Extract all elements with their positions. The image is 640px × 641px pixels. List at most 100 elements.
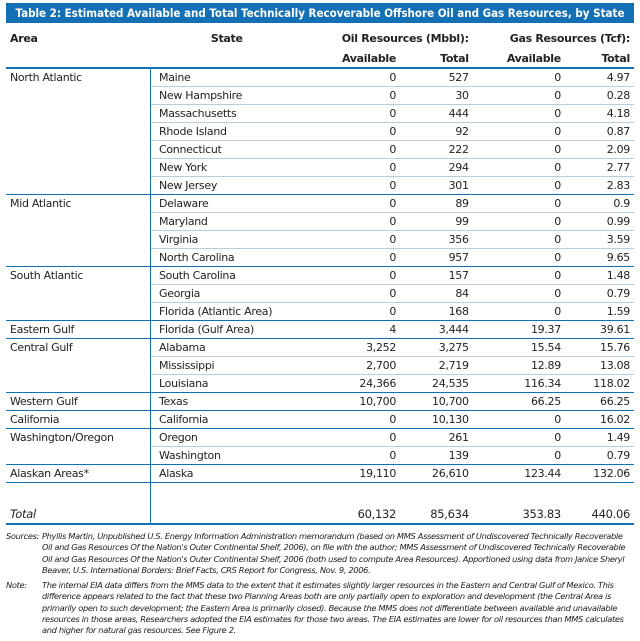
gas-total-cell: 2.09 <box>564 140 634 159</box>
state-cell: Florida (Atlantic Area) <box>150 302 303 321</box>
gas-avail-cell: 0 <box>472 86 565 105</box>
table-row: Connecticut 0 222 0 2.09 <box>6 140 634 159</box>
oil-total-cell: 24,535 <box>400 374 473 393</box>
oil-total-cell: 92 <box>400 122 473 141</box>
oil-total-cell: 957 <box>400 248 473 267</box>
gas-avail-cell: 0 <box>472 140 565 159</box>
oil-avail-cell: 0 <box>303 67 401 87</box>
gas-total-cell: 1.59 <box>564 302 634 321</box>
oil-total-cell: 89 <box>400 194 473 213</box>
oil-total-cell: 3,275 <box>400 338 473 357</box>
state-cell: Alabama <box>150 338 303 357</box>
area-cell: South Atlantic <box>6 266 151 285</box>
oil-total-cell: 222 <box>400 140 473 159</box>
gas-total-cell: 118.02 <box>564 374 634 393</box>
state-cell: New Hampshire <box>150 86 303 105</box>
gas-total-cell: 0.99 <box>564 212 634 231</box>
gas-total-cell: 0.9 <box>564 194 634 213</box>
header-gas-total: Total <box>564 49 634 69</box>
oil-avail-cell: 0 <box>303 446 401 465</box>
sources-note: Sources: Phyllis Martin, Unpublished U.S.… <box>6 531 626 575</box>
gas-avail-cell: 123.44 <box>472 464 565 483</box>
gas-total-cell: 132.06 <box>564 464 634 483</box>
total-row: Total 60,132 85,634 353.83 440.06 <box>6 505 634 525</box>
table-row: Maryland 0 99 0 0.99 <box>6 212 634 231</box>
header-gas: Gas Resources (Tcf): <box>509 31 631 45</box>
total-gas-avail: 353.83 <box>472 505 565 525</box>
area-cell <box>6 230 151 249</box>
table-row: Louisiana 24,366 24,535 116.34 118.02 <box>6 374 634 393</box>
state-cell: South Carolina <box>150 266 303 285</box>
oil-avail-cell: 10,700 <box>303 392 401 411</box>
gas-total-cell: 2.83 <box>564 176 634 195</box>
state-cell: Georgia <box>150 284 303 303</box>
area-cell <box>6 104 151 123</box>
table-row: Rhode Island 0 92 0 0.87 <box>6 122 634 141</box>
table-row: North Carolina 0 957 0 9.65 <box>6 248 634 267</box>
oil-total-cell: 2,719 <box>400 356 473 375</box>
area-cell: Mid Atlantic <box>6 194 151 213</box>
area-cell: California <box>6 410 151 429</box>
header-gas-available: Available <box>472 49 565 69</box>
header-oil-available: Available <box>303 49 401 69</box>
oil-total-cell: 139 <box>400 446 473 465</box>
area-cell <box>6 122 151 141</box>
state-cell: California <box>150 410 303 429</box>
state-cell: Louisiana <box>150 374 303 393</box>
gas-avail-cell: 12.89 <box>472 356 565 375</box>
spacer-row <box>6 482 634 505</box>
area-cell <box>6 140 151 159</box>
oil-avail-cell: 2,700 <box>303 356 401 375</box>
oil-total-cell: 26,610 <box>400 464 473 483</box>
oil-total-cell: 10,130 <box>400 410 473 429</box>
state-cell: Texas <box>150 392 303 411</box>
oil-avail-cell: 0 <box>303 194 401 213</box>
state-cell: Maryland <box>150 212 303 231</box>
oil-total-cell: 84 <box>400 284 473 303</box>
oil-avail-cell: 0 <box>303 284 401 303</box>
total-oil-total: 85,634 <box>400 505 473 525</box>
oil-avail-cell: 0 <box>303 302 401 321</box>
header-oil-total: Total <box>400 49 473 69</box>
table-container: Table 2: Estimated Available and Total T… <box>6 3 634 641</box>
table-row: Massachusetts 0 444 0 4.18 <box>6 104 634 123</box>
table-row: New Jersey 0 301 0 2.83 <box>6 176 634 195</box>
oil-total-cell: 30 <box>400 86 473 105</box>
area-cell: North Atlantic <box>6 68 151 87</box>
gas-avail-cell: 0 <box>472 67 565 87</box>
gas-avail-cell: 66.25 <box>472 392 565 411</box>
oil-avail-cell: 24,366 <box>303 374 401 393</box>
gas-total-cell: 3.59 <box>564 230 634 249</box>
oil-total-cell: 294 <box>400 158 473 177</box>
state-cell: Alaska <box>150 464 303 483</box>
gas-total-cell: 2.77 <box>564 158 634 177</box>
table-row: Washington 0 139 0 0.79 <box>6 446 634 465</box>
oil-avail-cell: 0 <box>303 86 401 105</box>
area-cell: Western Gulf <box>6 392 151 411</box>
oil-avail-cell: 0 <box>303 104 401 123</box>
gas-total-cell: 0.79 <box>564 284 634 303</box>
state-cell: Virginia <box>150 230 303 249</box>
oil-total-cell: 527 <box>400 67 473 87</box>
table-row: California California 0 10,130 0 16.02 <box>6 410 634 429</box>
gas-total-cell: 1.48 <box>564 266 634 285</box>
oil-total-cell: 157 <box>400 266 473 285</box>
table-row: Georgia 0 84 0 0.79 <box>6 284 634 303</box>
oil-total-cell: 3,444 <box>400 320 473 339</box>
total-gas-total: 440.06 <box>564 505 634 525</box>
area-cell <box>6 356 151 375</box>
oil-avail-cell: 0 <box>303 158 401 177</box>
oil-avail-cell: 0 <box>303 140 401 159</box>
state-cell: North Carolina <box>150 248 303 267</box>
gas-avail-cell: 0 <box>472 410 565 429</box>
header-state: State <box>210 31 243 45</box>
oil-avail-cell: 0 <box>303 266 401 285</box>
gas-total-cell: 13.08 <box>564 356 634 375</box>
gas-avail-cell: 116.34 <box>472 374 565 393</box>
gas-total-cell: 4.97 <box>564 67 634 87</box>
table-row: New Hampshire 0 30 0 0.28 <box>6 86 634 105</box>
area-cell <box>6 248 151 267</box>
gas-avail-cell: 0 <box>472 194 565 213</box>
oil-total-cell: 444 <box>400 104 473 123</box>
table-row: South Atlantic South Carolina 0 157 0 1.48 <box>6 266 634 285</box>
